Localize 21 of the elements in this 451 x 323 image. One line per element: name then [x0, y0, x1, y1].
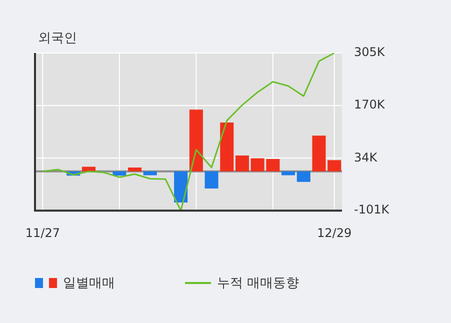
x-tick-label: 11/27 [25, 226, 60, 240]
legend-label: 일별매매 [63, 275, 115, 292]
y-tick-label: 305K [354, 45, 386, 60]
y-tick-label: -101K [354, 202, 390, 217]
x-tick-label: 12/29 [317, 226, 352, 240]
bar [220, 122, 234, 172]
y-tick-label: 34K [354, 150, 378, 164]
bar [296, 171, 310, 182]
bar [235, 155, 249, 172]
y-tick-label: 170K [354, 98, 386, 112]
bar [328, 160, 342, 172]
bar [128, 168, 142, 172]
bar [189, 110, 203, 172]
bar [174, 171, 188, 202]
bar [143, 171, 157, 176]
bar [312, 136, 326, 172]
bar [82, 166, 96, 172]
chart-title: 외국인 [38, 30, 77, 47]
legend-label: 누적 매매동향 [217, 275, 300, 292]
bar [204, 171, 218, 188]
bar [282, 171, 296, 176]
